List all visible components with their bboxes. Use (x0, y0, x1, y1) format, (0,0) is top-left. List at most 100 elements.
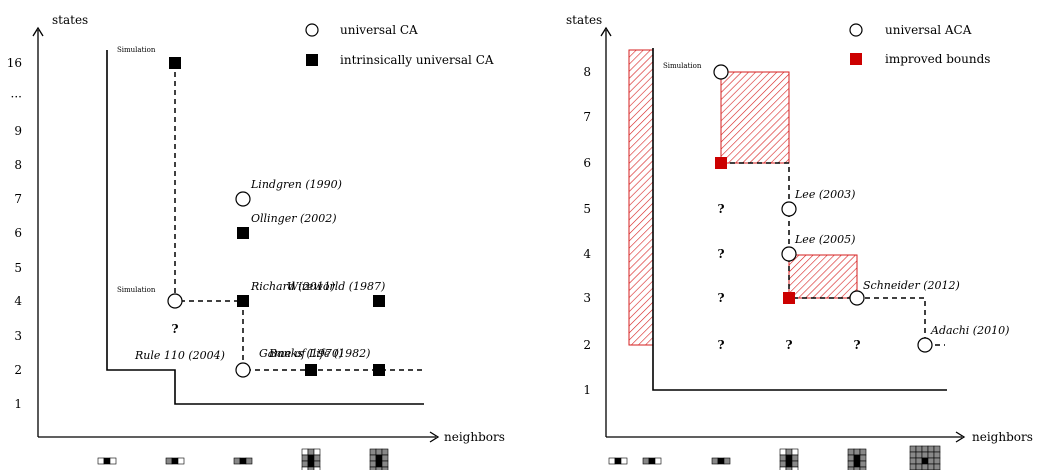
point-square-left (237, 227, 249, 239)
y-tick-label-right: 3 (583, 291, 591, 305)
legend-circle-left (305, 23, 319, 37)
point-label-left: Lindgren (1990) (250, 178, 342, 191)
unknown-mark-left: ? (171, 322, 178, 336)
x-axis-arrow-left (429, 431, 440, 443)
point-square-left (305, 364, 317, 376)
points-right (713, 64, 933, 353)
chart-left: states neighbors 1 2 3 4 5 6 7 8 9 ··· 16 Lindgren… (7, 13, 505, 470)
neighborhood-icon (909, 445, 941, 470)
unknown-mark-right: ? (717, 291, 724, 305)
point-label-left: Simulation (117, 46, 156, 54)
legend-label-right-1: improved bounds (885, 52, 990, 66)
neighborhood-icon (165, 457, 185, 465)
neighborhood-icons-right (608, 445, 941, 470)
legend-label-left-0: universal CA (340, 23, 418, 37)
point-label-left: Ollinger (2002) (251, 212, 337, 225)
point-label-right: Adachi (2010) (930, 324, 1009, 337)
y-tick-label-left: 16 (7, 56, 22, 70)
point-circle-left (235, 362, 251, 378)
point-label-right: Lee (2003) (794, 188, 855, 201)
point-square-left (373, 295, 385, 307)
point-square-right (783, 292, 795, 304)
y-tick-label-right: 4 (583, 247, 591, 261)
point-circle-right (917, 337, 933, 353)
y-tick-label-left: 5 (14, 261, 22, 275)
neighborhood-icon (369, 448, 389, 470)
x-axis-arrow-right (955, 431, 966, 443)
y-tick-label-right: 7 (583, 110, 591, 124)
y-tick-label-right: 5 (583, 202, 591, 216)
y-tick-label-right: 2 (583, 338, 591, 352)
point-square-right (715, 157, 727, 169)
point-labels-right: Simulation Lee (2003) Lee (2005) Schneider … (663, 62, 1009, 352)
hatched-region-top (720, 71, 790, 164)
neighborhood-icon (847, 448, 867, 470)
y-tick-label-left: 4 (14, 294, 22, 308)
legend-circle-right (849, 23, 863, 37)
point-circle-right (781, 246, 797, 262)
x-axis-label-right: neighbors (972, 430, 1033, 444)
neighborhood-icon (711, 457, 731, 465)
legend-square-right (850, 53, 862, 65)
point-label-left: Wireworld (1987) (287, 280, 385, 293)
point-circle-right (713, 64, 729, 80)
point-square-left (373, 364, 385, 376)
point-label-left: Game of Life (1982) (259, 347, 370, 360)
x-axis-label-left: neighbors (444, 430, 505, 444)
y-axis-label-left: states (52, 13, 88, 27)
point-label-right: Simulation (663, 62, 702, 70)
legend-square-left (306, 54, 318, 66)
y-tick-label-left: 1 (14, 397, 22, 411)
point-circle-right (781, 201, 797, 217)
unknown-mark-right: ? (785, 338, 792, 352)
y-tick-label-left: 9 (14, 124, 22, 138)
neighborhood-icon (779, 448, 799, 470)
legend-label-right-0: universal ACA (885, 23, 972, 37)
point-label-left: Simulation (117, 286, 156, 294)
y-ticks-left: 1 2 3 4 5 6 7 8 9 ··· 16 (7, 56, 23, 411)
y-tick-label-right: 1 (583, 383, 591, 397)
point-label-left: Rule 110 (2004) (134, 349, 225, 362)
y-tick-label-left: 7 (14, 192, 22, 206)
lower-bound-line-left (106, 50, 424, 405)
y-tick-label-left: ··· (11, 90, 22, 104)
unknown-mark-right: ? (717, 202, 724, 216)
points-left (167, 57, 385, 378)
lower-bound-line-right (652, 48, 947, 391)
chart-right: states neighbors 1 2 3 4 5 6 7 8 Simulation Lee … (566, 13, 1033, 470)
unknown-mark-right: ? (717, 338, 724, 352)
neighborhood-icon (642, 457, 662, 465)
point-square-left (169, 57, 181, 69)
unknown-mark-right: ? (717, 247, 724, 261)
y-tick-label-left: 2 (14, 363, 22, 377)
y-axis-arrow-right (600, 26, 612, 37)
neighborhood-icons-left (97, 448, 389, 470)
legend-label-left-1: intrinsically universal CA (340, 53, 494, 67)
neighborhood-icon (301, 448, 321, 470)
point-circle-left (235, 191, 251, 207)
y-tick-label-right: 6 (583, 156, 591, 170)
point-label-left: Richard (2011) (250, 280, 335, 293)
y-tick-label-left: 6 (14, 226, 22, 240)
y-tick-label-left: 8 (14, 158, 22, 172)
y-tick-label-right: 8 (583, 65, 591, 79)
point-square-left (237, 295, 249, 307)
point-labels-left: Lindgren (1990) Ollinger (2002) Richard (2… (117, 46, 385, 362)
y-axis-label-right: states (566, 13, 602, 27)
point-label-right: Schneider (2012) (863, 279, 960, 292)
neighborhood-icon (97, 457, 117, 465)
point-label-left: Banks (1970) (268, 347, 343, 360)
neighborhood-icon (608, 457, 628, 465)
y-tick-label-left: 3 (14, 329, 22, 343)
neighborhood-icon (233, 457, 253, 465)
y-ticks-right: 1 2 3 4 5 6 7 8 (583, 65, 591, 397)
unknown-mark-right: ? (853, 338, 860, 352)
point-circle-left (167, 293, 183, 309)
point-circle-right (849, 290, 865, 306)
point-label-right: Lee (2005) (794, 233, 855, 246)
y-axis-arrow-left (32, 26, 44, 37)
hatched-region-tall (628, 49, 654, 346)
hatched-region-mid (788, 254, 858, 299)
